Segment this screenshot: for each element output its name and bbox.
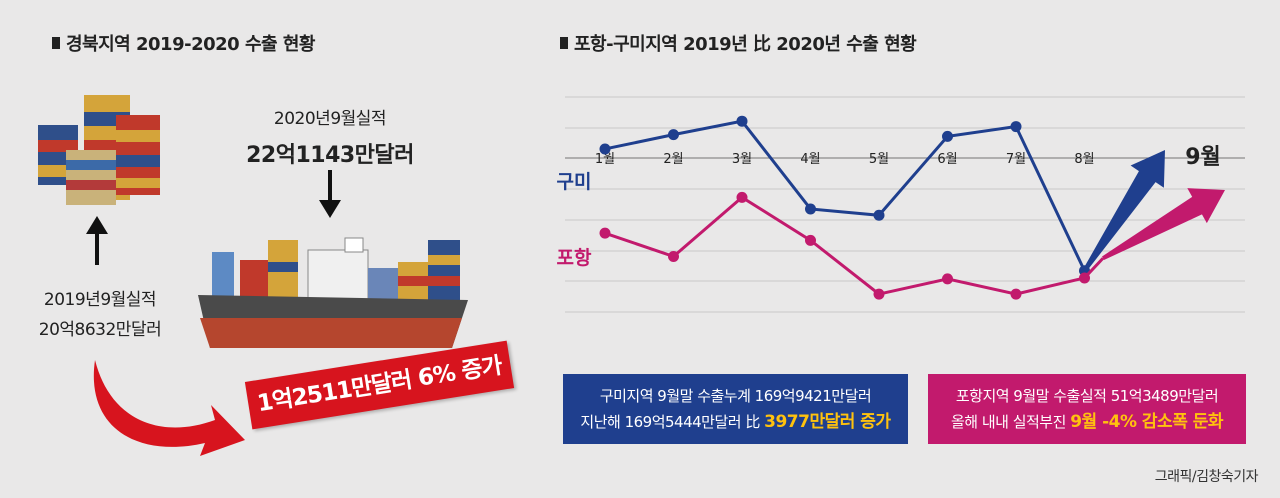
data-point: [805, 203, 816, 215]
x-tick-label: 7월: [1006, 152, 1026, 167]
right-section-title: 포항-구미지역 2019년 比 2020년 수출 현황: [560, 30, 917, 56]
right-title-text: 포항-구미지역 2019년 比 2020년 수출 현황: [574, 34, 917, 55]
pohang-box-line1: 포항지역 9월말 수출실적 51억3489만달러: [955, 387, 1219, 405]
x-tick-label: 6월: [937, 152, 957, 167]
bullet-square-icon: [52, 37, 60, 49]
chart-grid: [565, 96, 1245, 313]
left-title-text: 경북지역 2019-2020 수출 현황: [66, 34, 315, 55]
data-point: [599, 227, 611, 239]
data-point: [873, 288, 885, 300]
gumi-box-highlight: 3977만달러 증가: [764, 412, 891, 432]
pohang-box-highlight: 9월 -4% 감소폭 둔화: [1070, 412, 1224, 432]
x-tick-label: 8월: [1074, 152, 1094, 167]
series-line-pohang-end: [1083, 257, 1105, 279]
x-tick-label: 4월: [800, 152, 820, 167]
x-tick-label: 3월: [732, 152, 752, 167]
data-point: [1010, 288, 1022, 300]
credit-text: 그래픽/김창숙기자: [1154, 469, 1259, 485]
curved-red-arrow-icon: [93, 360, 245, 456]
data-point: [805, 234, 816, 246]
left-section-title: 경북지역 2019-2020 수출 현황: [52, 30, 315, 56]
caption-2020-label: 2020년9월실적: [273, 109, 387, 129]
series-label-gumi: 구미: [557, 171, 592, 193]
data-point: [1010, 121, 1022, 133]
series-line-gumi: [604, 119, 1086, 272]
caption-2020: 2020년9월실적 22억1143만달러: [230, 104, 430, 169]
pohang-box-line2: 올해 내내 실적부진 9월 -4% 감소폭 둔화: [928, 409, 1246, 435]
bullet-square-icon: [560, 37, 568, 49]
caption-2019: 2019년9월실적 20억8632만달러: [20, 285, 180, 345]
data-point: [599, 143, 611, 155]
cargo-ship-icon: [198, 237, 468, 348]
gumi-box-line1: 구미지역 9월말 수출누계 169억9421만달러: [599, 387, 872, 405]
data-point: [873, 209, 885, 221]
x-tick-label: 1월: [595, 152, 615, 167]
up-arrow-icon: [86, 216, 108, 265]
trend-arrow-gumi: [1082, 150, 1165, 272]
trend-arrow-pohang: [1102, 188, 1225, 260]
gumi-box-line2: 지난해 169억5444만달러 比 3977만달러 증가: [563, 409, 908, 435]
series-line-pohang: [604, 195, 1085, 296]
data-point: [668, 129, 679, 141]
gumi-box-line2-prefix: 지난해 169억5444만달러 比: [580, 413, 760, 431]
caption-2020-value: 22억1143만달러: [246, 143, 414, 168]
x-tick-label: 5월: [869, 152, 889, 167]
pohang-box-line2-prefix: 올해 내내 실적부진: [950, 413, 1066, 431]
data-point: [736, 115, 748, 127]
container-stack-icon: [38, 95, 160, 205]
data-point: [942, 130, 953, 142]
down-arrow-icon: [319, 170, 341, 218]
x-tick-label: 9월: [1185, 145, 1221, 170]
data-point: [942, 273, 953, 285]
x-tick-label: 2월: [663, 152, 683, 167]
series-label-pohang: 포항: [557, 247, 592, 269]
caption-2019-label: 2019년9월실적: [43, 290, 157, 310]
data-point: [736, 191, 748, 203]
pohang-info-box: 포항지역 9월말 수출실적 51억3489만달러 올해 내내 실적부진 9월 -…: [928, 374, 1246, 444]
gumi-info-box: 구미지역 9월말 수출누계 169억9421만달러 지난해 169억5444만달…: [563, 374, 908, 444]
caption-2019-value: 20억8632만달러: [38, 320, 162, 340]
data-point: [668, 250, 679, 262]
